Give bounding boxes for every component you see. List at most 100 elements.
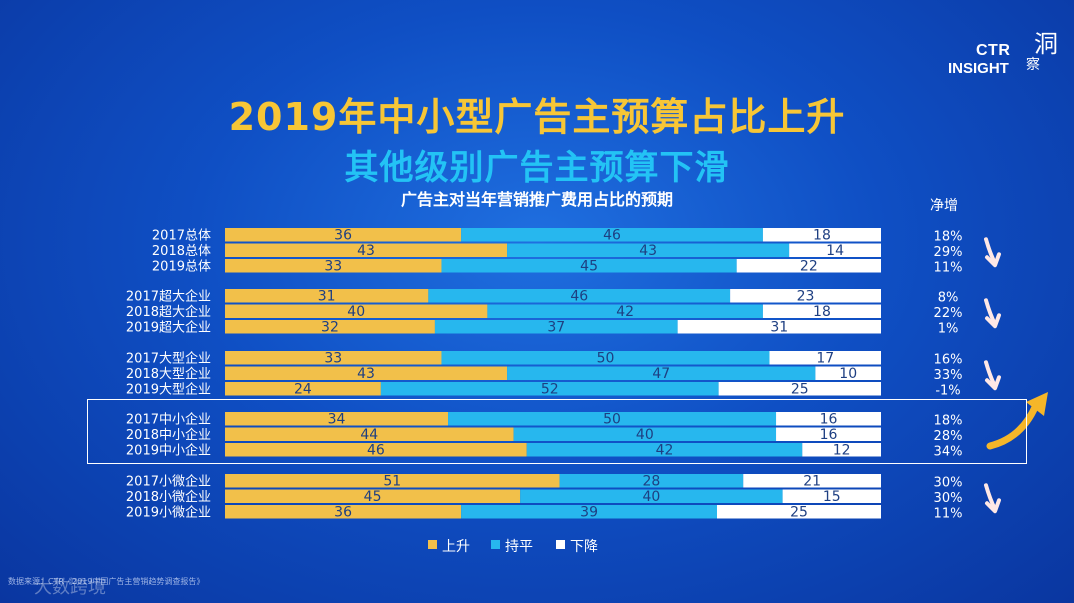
bar-value-label: 33 <box>324 259 342 275</box>
logo-brand: CTR <box>976 42 1011 59</box>
bar-value-label: 51 <box>383 474 401 490</box>
row-label: 2019中小企业 <box>126 443 211 459</box>
bar-value-label: 34 <box>328 412 346 428</box>
bar-segment-flat <box>428 289 731 303</box>
bar-value-label: 39 <box>580 505 598 521</box>
net-increase-value: 11% <box>934 261 963 276</box>
bar-segment-up <box>225 427 514 441</box>
bar-segment-up <box>225 320 435 334</box>
legend-label-up: 上升 <box>442 539 470 555</box>
bar-segment-up <box>225 304 488 318</box>
watermark: 大数跨境 <box>34 577 106 598</box>
bar-value-label: 40 <box>347 304 365 320</box>
bar-segment-down <box>782 489 881 503</box>
bar-value-label: 37 <box>547 320 565 336</box>
trend-down-arrow <box>984 483 997 512</box>
bar-value-label: 36 <box>334 228 352 244</box>
bar-value-label: 17 <box>816 351 834 367</box>
bar-segment-down <box>815 366 881 380</box>
bar-value-label: 52 <box>541 382 559 398</box>
row-label: 2017中小企业 <box>126 412 211 428</box>
trend-down-arrowhead <box>985 252 1001 268</box>
row-label: 2019总体 <box>152 260 211 275</box>
net-increase-value: 34% <box>934 445 963 460</box>
bar-value-label: 46 <box>367 443 385 459</box>
bar-segment-up <box>225 351 442 365</box>
bar-value-label: 47 <box>652 366 670 382</box>
legend-swatch-down <box>556 540 565 549</box>
bar-segment-flat <box>507 243 790 257</box>
bar-segment-up <box>225 382 381 396</box>
bar-segment-up <box>225 366 508 380</box>
net-increase-value: 8% <box>938 291 959 306</box>
bar-segment-up <box>225 489 521 503</box>
bar-segment-up <box>225 443 527 457</box>
bar-value-label: 42 <box>656 443 674 459</box>
bar-value-label: 14 <box>826 243 844 259</box>
bar-value-label: 43 <box>357 366 375 382</box>
trend-down-arrow <box>984 360 997 389</box>
bar-segment-up <box>225 412 449 426</box>
trend-down-arrow <box>984 237 997 266</box>
trend-up-arrowhead <box>1026 392 1048 416</box>
bar-value-label: 45 <box>580 259 598 275</box>
bar-segment-flat <box>513 427 777 441</box>
row-label: 2018中小企业 <box>126 427 211 443</box>
data-source-note: 数据来源：CTR《2019中国广告主营销趋势调查报告》 <box>8 577 205 586</box>
bar-value-label: 21 <box>803 474 821 490</box>
net-increase-value: 18% <box>934 414 963 429</box>
trend-down-arrowhead <box>985 498 1001 514</box>
net-increase-value: 1% <box>938 322 959 337</box>
bar-value-label: 31 <box>318 289 336 305</box>
row-label: 2018总体 <box>152 244 211 259</box>
page-title: 2019年中小型广告主预算占比上升 <box>228 95 846 139</box>
bar-value-label: 28 <box>642 474 660 490</box>
bar-value-label: 32 <box>321 320 339 336</box>
net-increase-value: 18% <box>934 230 963 245</box>
ctr-insight-logo: CTR INSIGHT 洞 察 <box>948 22 1058 82</box>
legend-label-down: 下降 <box>570 539 598 555</box>
chart-title: 广告主对当年营销推广费用占比的预期 <box>400 190 673 209</box>
bar-segment-down <box>762 228 881 242</box>
bar-segment-up <box>225 505 462 519</box>
bar-segment-flat <box>487 304 763 318</box>
bar-value-label: 18 <box>813 228 831 244</box>
bar-value-label: 50 <box>597 351 615 367</box>
net-increase-header: 净增 <box>930 198 958 214</box>
row-label: 2019超大企业 <box>126 320 211 336</box>
bar-value-label: 43 <box>639 243 657 259</box>
bar-segment-down <box>769 351 881 365</box>
legend-swatch-flat <box>491 540 500 549</box>
bar-segment-down <box>677 320 881 334</box>
bar-segment-down <box>730 289 881 303</box>
bar-value-label: 22 <box>800 259 818 275</box>
bar-segment-down <box>789 243 881 257</box>
bar-segment-flat <box>461 505 717 519</box>
bar-segment-down <box>718 382 881 396</box>
bar-segment-flat <box>526 443 803 457</box>
net-increase-value: 33% <box>934 368 963 383</box>
net-increase-value: 28% <box>934 429 963 444</box>
bar-segment-up <box>225 243 508 257</box>
row-label: 2018大型企业 <box>126 366 211 382</box>
row-label: 2019小微企业 <box>126 505 211 521</box>
bar-value-label: 36 <box>334 505 352 521</box>
bar-value-label: 25 <box>790 505 808 521</box>
page-subtitle: 其他级别广告主预算下滑 <box>344 148 730 188</box>
bar-value-label: 24 <box>294 382 312 398</box>
row-label: 2019大型企业 <box>126 382 211 398</box>
bar-value-label: 33 <box>324 351 342 367</box>
bar-value-label: 40 <box>636 427 654 443</box>
bar-segment-flat <box>520 489 783 503</box>
net-increase-value: 30% <box>934 491 963 506</box>
bar-segment-flat <box>559 474 744 488</box>
trend-down-arrowhead <box>985 313 1001 329</box>
bar-value-label: 50 <box>603 412 621 428</box>
bar-segment-down <box>802 443 881 457</box>
bar-segment-up <box>225 474 560 488</box>
sme-highlight-box <box>87 399 1027 464</box>
bar-segment-down <box>776 412 881 426</box>
bar-value-label: 46 <box>570 289 588 305</box>
bar-segment-flat <box>461 228 763 242</box>
